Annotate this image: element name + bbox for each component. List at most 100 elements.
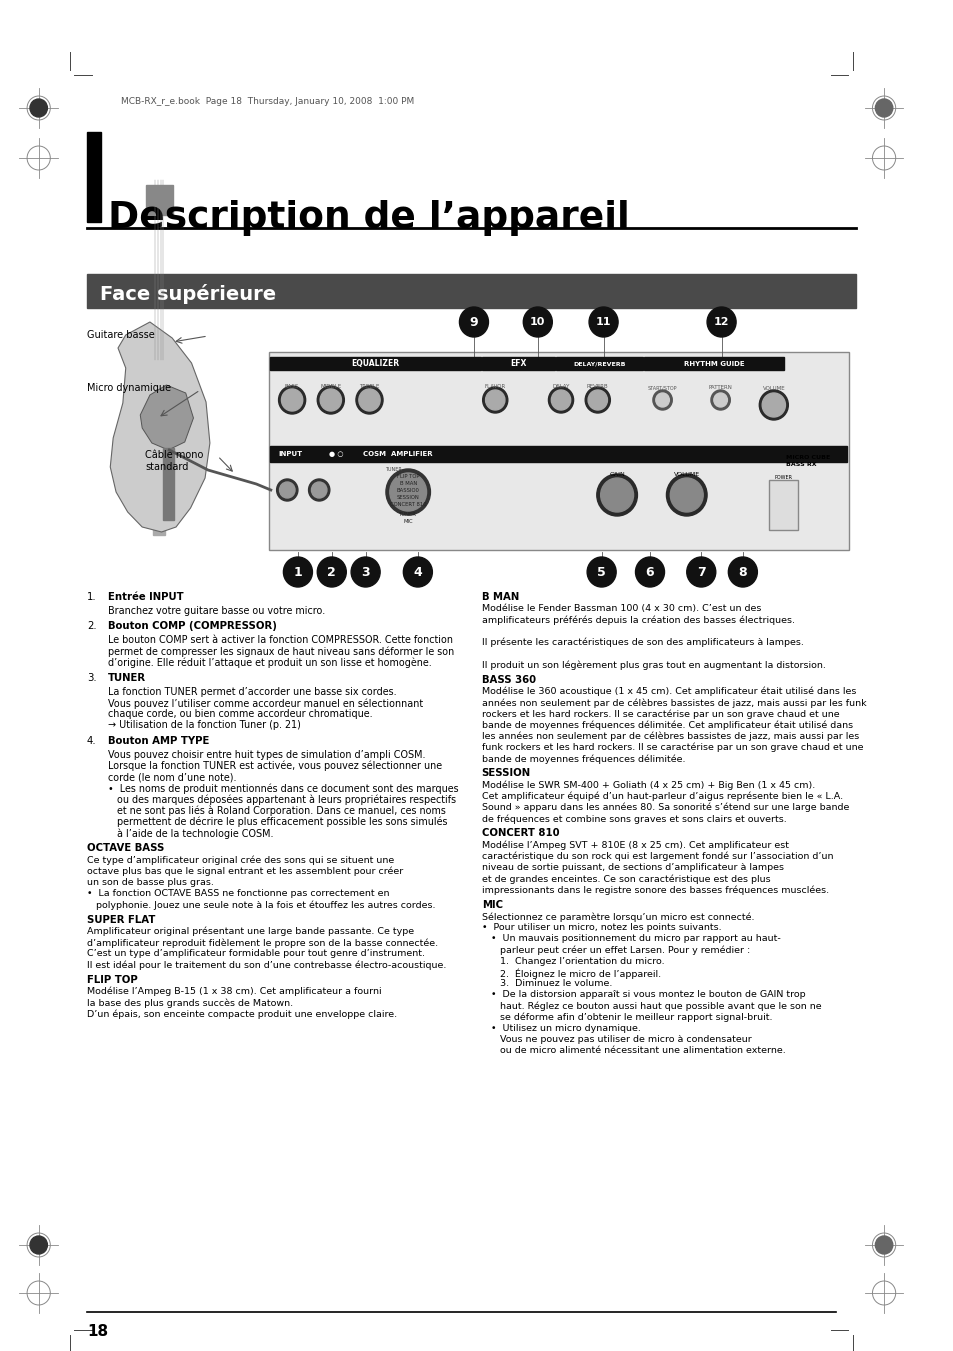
Text: PATTERN: PATTERN — [708, 385, 732, 390]
Circle shape — [30, 1236, 48, 1254]
Text: VOLUME: VOLUME — [761, 386, 784, 390]
Circle shape — [485, 390, 504, 409]
Bar — [481, 357, 555, 370]
Text: TREBLE: TREBLE — [359, 384, 379, 389]
Text: Lorsque la fonction TUNER est activée, vous pouvez sélectionner une: Lorsque la fonction TUNER est activée, v… — [109, 761, 442, 771]
Circle shape — [523, 307, 552, 336]
Text: SUPER FLAT: SUPER FLAT — [87, 915, 155, 924]
Bar — [146, 185, 172, 215]
Circle shape — [875, 99, 892, 118]
Text: Il présente les caractéristiques de son des amplificateurs à lampes.: Il présente les caractéristiques de son … — [481, 638, 802, 647]
Circle shape — [551, 390, 570, 409]
Circle shape — [320, 389, 341, 411]
Text: D’un épais, son enceinte compacte produit une enveloppe claire.: D’un épais, son enceinte compacte produi… — [87, 1009, 396, 1019]
Circle shape — [655, 393, 669, 407]
Circle shape — [278, 386, 305, 413]
Text: 3.  Diminuez le volume.: 3. Diminuez le volume. — [481, 979, 612, 988]
Circle shape — [588, 307, 618, 336]
Circle shape — [390, 473, 426, 511]
Text: haut. Réglez ce bouton aussi haut que possible avant que le son ne: haut. Réglez ce bouton aussi haut que po… — [481, 1001, 821, 1011]
Text: Cet amplificateur équipé d’un haut-parleur d’aigus représente bien le « L.A.: Cet amplificateur équipé d’un haut-parle… — [481, 792, 841, 801]
Circle shape — [584, 386, 610, 413]
Text: rockers et les hard rockers. Il se caractérise par un son grave chaud et une: rockers et les hard rockers. Il se carac… — [481, 709, 839, 719]
Text: ou des marques déposées appartenant à leurs propriétaires respectifs: ou des marques déposées appartenant à le… — [109, 794, 456, 805]
Text: EFX: EFX — [510, 359, 526, 367]
Bar — [162, 449, 174, 520]
Text: la base des plus grands succès de Matown.: la base des plus grands succès de Matown… — [87, 998, 293, 1008]
Circle shape — [875, 1236, 892, 1254]
Circle shape — [358, 389, 379, 411]
Text: Le bouton COMP sert à activer la fonction COMPRESSOR. Cette fonction: Le bouton COMP sert à activer la fonctio… — [109, 635, 453, 646]
Circle shape — [355, 386, 383, 413]
Text: 4: 4 — [413, 566, 422, 578]
Bar — [768, 480, 797, 530]
Text: POWER: POWER — [774, 476, 792, 480]
Text: d’origine. Elle réduit l’attaque et produit un son lisse et homogène.: d’origine. Elle réduit l’attaque et prod… — [109, 658, 432, 669]
Text: TUNER: TUNER — [109, 673, 147, 682]
Circle shape — [281, 389, 302, 411]
Text: Description de l’appareil: Description de l’appareil — [109, 200, 629, 236]
Circle shape — [308, 480, 330, 501]
Text: INPUT: INPUT — [278, 451, 302, 457]
Circle shape — [459, 307, 488, 336]
Text: 9: 9 — [469, 316, 477, 328]
Circle shape — [635, 557, 664, 586]
Text: Bouton AMP TYPE: Bouton AMP TYPE — [109, 735, 210, 746]
Text: CONCERT 810: CONCERT 810 — [390, 503, 426, 507]
Text: niveau de sortie puissant, de sections d’amplificateur à lampes: niveau de sortie puissant, de sections d… — [481, 863, 782, 873]
Text: MCB-RX_r_e.book  Page 18  Thursday, January 10, 2008  1:00 PM: MCB-RX_r_e.book Page 18 Thursday, Januar… — [121, 97, 414, 105]
Text: Modélise le Fender Bassman 100 (4 x 30 cm). C’est un des: Modélise le Fender Bassman 100 (4 x 30 c… — [481, 604, 760, 613]
Bar — [152, 359, 165, 535]
Circle shape — [317, 557, 346, 586]
Text: 1.  Changez l’orientation du micro.: 1. Changez l’orientation du micro. — [481, 957, 663, 966]
Text: chaque corde, ou bien comme accordeur chromatique.: chaque corde, ou bien comme accordeur ch… — [109, 709, 373, 719]
Text: Modélise l’Ampeg SVT + 810E (8 x 25 cm). Cet amplificateur est: Modélise l’Ampeg SVT + 810E (8 x 25 cm).… — [481, 840, 788, 850]
Text: caractéristique du son rock qui est largement fondé sur l’association d’un: caractéristique du son rock qui est larg… — [481, 852, 832, 862]
Circle shape — [652, 390, 672, 409]
Circle shape — [482, 386, 507, 413]
Text: amplificateurs préférés depuis la création des basses électriques.: amplificateurs préférés depuis la créati… — [481, 616, 794, 626]
Text: BASS RX: BASS RX — [785, 462, 816, 467]
Text: corde (le nom d’une note).: corde (le nom d’une note). — [109, 771, 236, 782]
Text: B MAN: B MAN — [399, 481, 416, 486]
Circle shape — [670, 478, 702, 512]
Circle shape — [317, 386, 344, 413]
Text: MIC: MIC — [481, 900, 502, 909]
Bar — [556, 357, 642, 370]
Text: BASS 360: BASS 360 — [481, 674, 536, 685]
Text: MIC: MIC — [403, 519, 413, 524]
Circle shape — [587, 390, 607, 409]
Text: Vous pouvez choisir entre huit types de simulation d’ampli COSM.: Vous pouvez choisir entre huit types de … — [109, 750, 425, 759]
Text: MIDDLE: MIDDLE — [320, 384, 341, 389]
Text: permet de compresser les signaux de haut niveau sans déformer le son: permet de compresser les signaux de haut… — [109, 646, 455, 657]
Text: COSM  AMPLIFIER: COSM AMPLIFIER — [362, 451, 432, 457]
Text: 12: 12 — [713, 317, 728, 327]
Text: 7: 7 — [696, 566, 705, 578]
Text: •  Pour utiliser un micro, notez les points suivants.: • Pour utiliser un micro, notez les poin… — [481, 923, 720, 932]
Circle shape — [597, 474, 637, 516]
Text: Il est idéal pour le traitement du son d’une contrebasse électro-acoustique.: Il est idéal pour le traitement du son d… — [87, 961, 446, 970]
Text: Branchez votre guitare basse ou votre micro.: Branchez votre guitare basse ou votre mi… — [109, 607, 325, 616]
Text: parleur peut créer un effet Larsen. Pour y remédier :: parleur peut créer un effet Larsen. Pour… — [481, 946, 749, 955]
Text: Micro dynamique: Micro dynamique — [87, 382, 171, 393]
Circle shape — [386, 469, 430, 515]
Text: se déforme afin d’obtenir le meilleur rapport signal-bruit.: se déforme afin d’obtenir le meilleur ra… — [481, 1013, 771, 1023]
Text: 2.  Éloignez le micro de l’appareil.: 2. Éloignez le micro de l’appareil. — [481, 969, 660, 978]
Circle shape — [666, 474, 706, 516]
Text: ● ○: ● ○ — [329, 451, 343, 457]
Circle shape — [403, 557, 432, 586]
Text: CONCERT 810: CONCERT 810 — [481, 828, 558, 839]
Text: 5: 5 — [597, 566, 605, 578]
Text: •  Les noms de produit mentionnés dans ce document sont des marques: • Les noms de produit mentionnés dans ce… — [109, 784, 458, 793]
Text: •  Utilisez un micro dynamique.: • Utilisez un micro dynamique. — [481, 1024, 639, 1034]
Text: 2.: 2. — [87, 621, 96, 631]
Text: ou de micro alimenté nécessitant une alimentation externe.: ou de micro alimenté nécessitant une ali… — [481, 1047, 784, 1055]
Text: et de grandes enceintes. Ce son caractéristique est des plus: et de grandes enceintes. Ce son caractér… — [481, 874, 769, 884]
Text: 11: 11 — [596, 317, 611, 327]
Text: 3.: 3. — [87, 673, 96, 682]
Text: RHYTHM GUIDE: RHYTHM GUIDE — [683, 361, 744, 366]
Text: Modélise le SWR SM-400 + Goliath (4 x 25 cm) + Big Ben (1 x 45 cm).: Modélise le SWR SM-400 + Goliath (4 x 25… — [481, 781, 814, 790]
Text: Vous pouvez l’utiliser comme accordeur manuel en sélectionnant: Vous pouvez l’utiliser comme accordeur m… — [109, 698, 423, 708]
Text: La fonction TUNER permet d’accorder une basse six cordes.: La fonction TUNER permet d’accorder une … — [109, 686, 396, 697]
Circle shape — [311, 482, 327, 499]
